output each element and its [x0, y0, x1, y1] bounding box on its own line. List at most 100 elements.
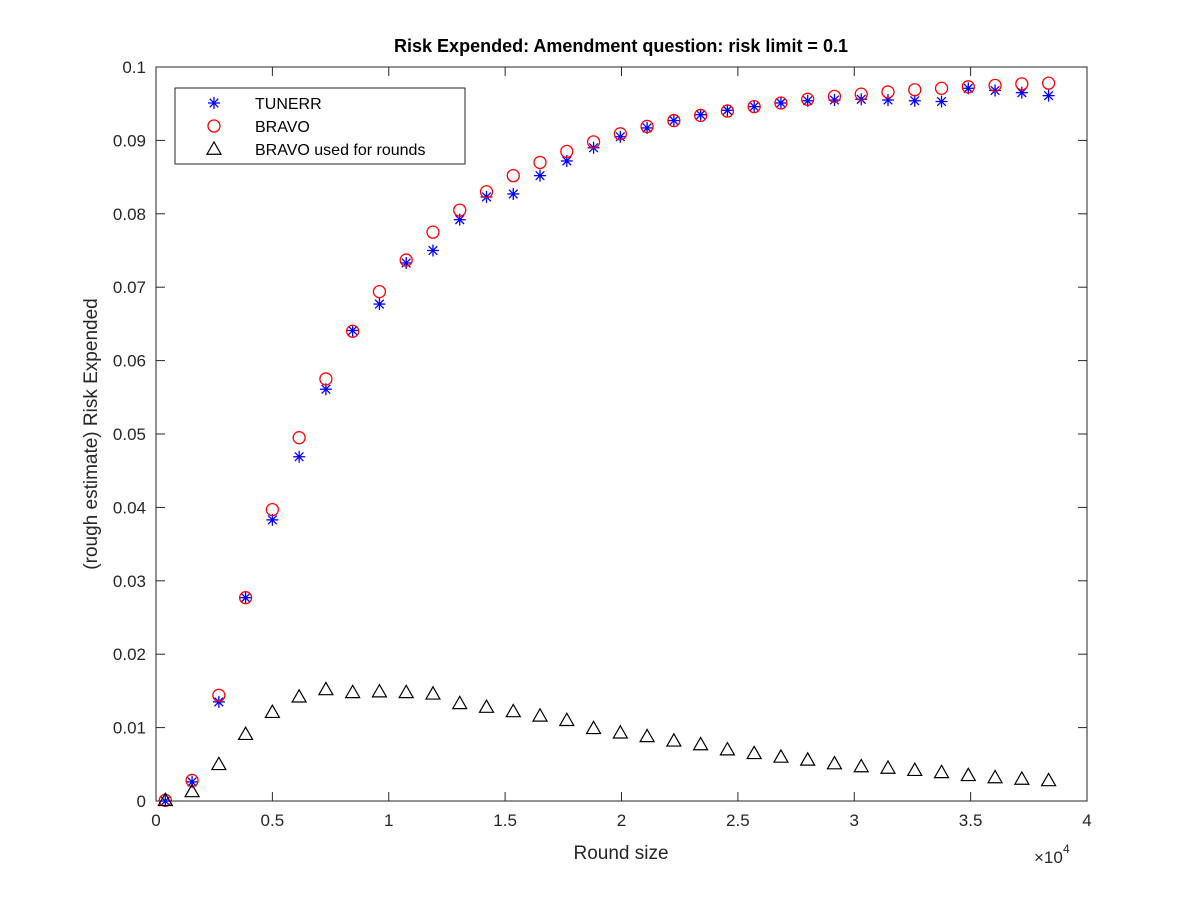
data-point: [961, 80, 975, 94]
data-point: [747, 99, 761, 114]
data-point: [989, 84, 1002, 97]
data-point: [801, 92, 815, 106]
data-point: [987, 769, 1004, 784]
data-point: [185, 773, 199, 788]
data-point: [506, 168, 520, 183]
data-point: [665, 732, 682, 747]
data-point: [827, 89, 842, 104]
y-tick-label: 0.07: [113, 278, 146, 297]
x-exponent-base: ×10: [1034, 848, 1063, 867]
data-point: [1040, 772, 1057, 787]
data-point: [586, 135, 601, 149]
data-point: [372, 284, 387, 299]
data-point: [210, 756, 227, 771]
data-point: [908, 94, 921, 107]
legend-label: TUNERR: [255, 96, 322, 113]
data-point: [612, 724, 629, 739]
y-tick-label: 0.09: [113, 131, 146, 150]
series-layer: [157, 76, 1057, 807]
legend-items: TUNERR BRAVO BRAVO used for rounds: [205, 96, 425, 159]
data-point: [613, 127, 627, 141]
y-tick-label: 0.02: [113, 645, 146, 664]
data-point: [291, 688, 308, 703]
data-point: [238, 591, 253, 605]
x-tick-label: 3: [850, 811, 859, 830]
data-point: [319, 372, 333, 386]
data-point: [451, 695, 468, 710]
x-exponent-power: 4: [1063, 842, 1070, 856]
data-point: [720, 104, 735, 118]
data-point: [721, 104, 734, 117]
legend-box: [174, 87, 466, 165]
data-point: [879, 759, 897, 774]
x-tick-label: 1: [384, 811, 393, 830]
data-point: [746, 745, 763, 760]
y-tick-label: 0.04: [113, 498, 146, 517]
y-tick-label: 0.01: [113, 719, 146, 738]
data-point: [479, 185, 494, 199]
x-axis-ticks: 0 0.5 1 1.5 2 2.5 3 3.5 4: [151, 67, 1092, 830]
data-point: [558, 712, 575, 727]
data-point: [694, 108, 707, 121]
data-point: [398, 684, 415, 699]
data-point: [935, 95, 948, 108]
y-tick-label: 0.03: [113, 572, 146, 591]
y-tick-label: 0.08: [113, 205, 146, 224]
data-point: [507, 187, 520, 200]
data-point: [424, 685, 442, 700]
data-point: [1042, 89, 1055, 102]
data-point: [560, 154, 573, 167]
legend-marker: [208, 97, 220, 109]
legend: TUNERR BRAVO BRAVO used for rounds: [174, 87, 466, 165]
x-tick-label: 0: [151, 811, 160, 830]
data-point: [266, 513, 279, 526]
y-axis-ticks: 0 0.01 0.02 0.03 0.04 0.05 0.06 0.07 0.08 0.09 0.1: [113, 58, 1087, 811]
y-tick-label: 0: [137, 792, 146, 811]
x-tick-label: 1.5: [493, 811, 517, 830]
data-point: [854, 87, 868, 101]
data-point: [453, 213, 466, 226]
data-point: [614, 130, 627, 143]
data-point: [772, 748, 789, 763]
data-point: [1041, 76, 1056, 90]
series-bravo-used-for-rounds: [157, 681, 1057, 807]
data-point: [774, 96, 787, 109]
data-point: [748, 100, 761, 113]
y-tick-label: 0.1: [122, 58, 146, 77]
data-point: [853, 758, 870, 773]
data-point: [426, 244, 439, 257]
data-point: [933, 764, 950, 779]
data-point: [908, 83, 922, 97]
data-point: [265, 502, 280, 517]
data-point: [667, 114, 680, 127]
x-axis-exponent: ×10 4: [1034, 842, 1070, 867]
data-point: [373, 298, 386, 311]
data-point: [534, 169, 547, 182]
data-point: [346, 324, 360, 338]
data-point: [960, 767, 977, 782]
data-point: [371, 683, 388, 698]
x-tick-label: 3.5: [959, 811, 983, 830]
data-point: [693, 108, 708, 123]
data-point: [346, 324, 359, 337]
data-point: [157, 792, 174, 807]
plot-area-frame: [155, 66, 1088, 802]
data-point: [399, 253, 413, 267]
x-tick-label: 4: [1082, 811, 1091, 830]
data-point: [1013, 770, 1030, 785]
data-point: [585, 720, 602, 735]
y-tick-label: 0.05: [113, 425, 146, 444]
x-tick-label: 0.5: [261, 811, 285, 830]
data-point: [184, 783, 201, 798]
data-point: [212, 688, 226, 702]
data-point: [640, 119, 654, 134]
data-point: [881, 85, 895, 99]
data-point: [826, 755, 843, 770]
data-point: [774, 96, 788, 110]
data-point: [453, 203, 467, 217]
x-axis-label: Round size: [573, 843, 668, 864]
data-point: [344, 684, 361, 699]
data-point: [264, 703, 281, 719]
legend-label: BRAVO: [255, 119, 310, 136]
